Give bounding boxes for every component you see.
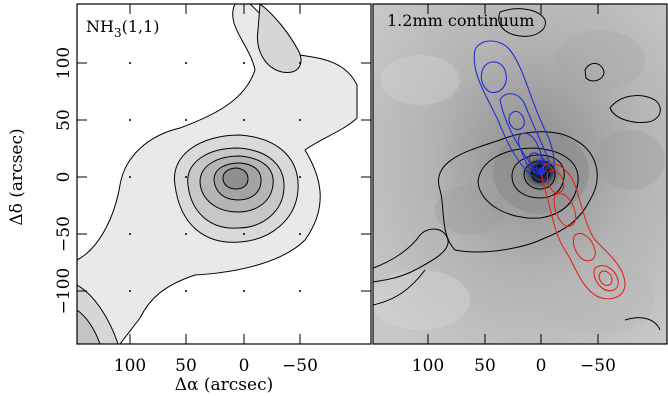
axis-ticks <box>77 4 599 344</box>
continuum-panel-label: 1.2mm continuum <box>387 11 534 30</box>
protostar-marker <box>537 167 545 175</box>
continuum-panel-frame <box>372 3 668 345</box>
red-outflow-contours <box>541 163 626 300</box>
y-tick-label: 100 <box>54 47 74 79</box>
x-tick-label: −50 <box>580 356 616 376</box>
y-tick-label: −100 <box>54 268 74 315</box>
nh3-contour-upper <box>256 4 302 73</box>
x-axis-title: Δα (arcsec) <box>175 375 274 395</box>
y-tick-label: 50 <box>54 109 74 131</box>
continuum-black-contours <box>373 8 661 331</box>
nh3-contour-corner2 <box>77 309 101 344</box>
continuum-noise-texture <box>373 30 665 335</box>
nh3-grid-dots <box>129 62 301 292</box>
x-tick-label: −50 <box>282 356 318 376</box>
x-tick-label: 50 <box>474 356 496 376</box>
nh3-panel-frame <box>76 3 372 345</box>
nh3-panel: NH3(1,1) <box>76 3 372 345</box>
continuum-panel: 1.2mm continuum <box>372 3 668 345</box>
y-tick-label: −50 <box>54 216 74 252</box>
y-axis-title: Δδ (arcsec) <box>7 128 27 225</box>
x-tick-label: 0 <box>536 356 547 376</box>
x-tick-label: 100 <box>114 356 146 376</box>
x-tick-label: 0 <box>239 356 250 376</box>
x-tick-label: 50 <box>175 356 197 376</box>
y-tick-label: 0 <box>54 172 74 183</box>
x-tick-label: 100 <box>412 356 444 376</box>
nh3-contour-peak <box>222 167 249 190</box>
nh3-panel-label: NH3(1,1) <box>86 17 160 40</box>
